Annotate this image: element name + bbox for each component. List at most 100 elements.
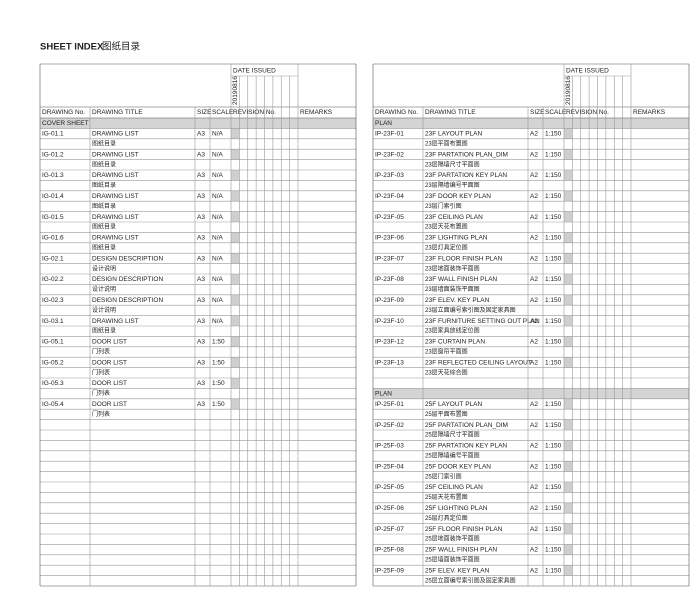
drawing-title: 23F FURNITURE SETTING OUT PLAN: [425, 318, 540, 325]
drawing-no: IP-25F-01: [375, 401, 404, 408]
drawing-title-cn: 设计说明: [92, 285, 116, 293]
drawing-title-cn: 23层天花布置图: [425, 223, 468, 231]
drawing-scale: N/A: [212, 172, 224, 179]
drawing-title-cn: 图纸目录: [92, 243, 116, 251]
revision-cell: [564, 170, 573, 181]
drawing-no: IG-02.2: [42, 276, 64, 283]
drawing-scale: N/A: [212, 235, 224, 242]
drawing-no: IP-25F-08: [375, 547, 404, 554]
drawing-no: IP-23F-09: [375, 297, 404, 304]
drawing-no: IG-01.2: [42, 151, 64, 158]
date-issued-label: DATE ISSUED: [233, 68, 276, 75]
revision-cell: [564, 565, 573, 576]
drawing-scale: 1:150: [545, 359, 562, 366]
drawing-title: 23F PARTATION PLAN_DIM: [425, 151, 508, 158]
drawing-title-cn: 25层立面编号索引图及固定家具图: [425, 576, 516, 584]
drawing-scale: 1:150: [545, 255, 562, 262]
revision-cell: [564, 294, 573, 306]
drawing-no: IP-23F-10: [375, 318, 404, 325]
drawing-no: IP-23F-07: [375, 255, 404, 262]
drawing-no: IG-01.1: [42, 131, 64, 138]
drawing-title-cn: 23层立面编号索引图及固定家具图: [425, 306, 516, 314]
drawing-title-cn: 设计说明: [92, 264, 116, 272]
drawing-no: IP-25F-02: [375, 422, 404, 429]
column-header: SCALE: [212, 109, 234, 116]
drawing-no: IG-05.4: [42, 401, 64, 408]
revision-cell: [564, 190, 573, 202]
drawing-scale: 1:150: [545, 484, 562, 491]
drawing-title: 23F DOOR KEY PLAN: [425, 193, 491, 200]
drawing-size: A2: [530, 359, 538, 366]
drawing-title: 23F CURTAIN PLAN: [425, 339, 485, 346]
section-label: PLAN: [375, 390, 392, 397]
drawing-title-cn: 25层墙面装饰平面图: [425, 555, 480, 563]
drawing-title: 25F PARTATION KEY PLAN: [425, 443, 507, 450]
drawing-scale: 1:150: [545, 443, 562, 450]
drawing-title: DRAWING LIST: [92, 318, 139, 325]
drawing-scale: N/A: [212, 276, 224, 283]
drawing-title-cn: 23层隔墙尺寸平面图: [425, 160, 480, 168]
drawing-size: A3: [197, 172, 205, 179]
drawing-scale: N/A: [212, 131, 224, 138]
revision-cell: [564, 419, 573, 430]
drawing-title: 25F LAYOUT PLAN: [425, 401, 483, 408]
drawing-size: A3: [197, 235, 205, 242]
column-header: DRAWING TITLE: [425, 109, 476, 116]
drawing-title-cn: 25层天花布置图: [425, 493, 468, 501]
drawing-no: IG-03.1: [42, 318, 64, 325]
drawing-no: IG-01.4: [42, 193, 64, 200]
drawing-scale: N/A: [212, 318, 224, 325]
page-title-cn: 图纸目录: [102, 41, 141, 53]
drawing-scale: 1:150: [545, 214, 562, 221]
drawing-no: IG-02.1: [42, 255, 64, 262]
drawing-title-cn: 25层隔墙编号平面图: [425, 451, 480, 459]
revision-cell: [231, 253, 240, 264]
revision-cell: [564, 482, 573, 493]
revision-cell: [231, 398, 240, 410]
revision-cell: [231, 170, 240, 181]
drawing-scale: 1:150: [545, 463, 562, 470]
revision-cell: [231, 190, 240, 202]
drawing-size: A2: [530, 276, 538, 283]
drawing-size: A3: [197, 151, 205, 158]
drawing-title-cn: 门列表: [92, 410, 110, 418]
drawing-scale: N/A: [212, 255, 224, 262]
section-label: COVER SHEET: [42, 120, 89, 127]
drawing-title: DESIGN DESCRIPTION: [92, 255, 163, 262]
column-header: REMARKS: [300, 109, 333, 116]
drawing-title: 23F PARTATION KEY PLAN: [425, 172, 507, 179]
drawing-no: IP-25F-06: [375, 505, 404, 512]
section-label: PLAN: [375, 120, 392, 127]
drawing-title-cn: 门列表: [92, 368, 110, 376]
drawing-no: IG-05.3: [42, 380, 64, 387]
revision-cell: [231, 128, 240, 139]
revision-cell: [564, 398, 573, 410]
revision-cell: [564, 232, 573, 243]
drawing-title-cn: 图纸目录: [92, 223, 116, 231]
drawing-size: A3: [197, 339, 205, 346]
drawing-no: IP-25F-04: [375, 463, 404, 470]
revision-cell: [231, 336, 240, 347]
revision-cell: [231, 232, 240, 243]
drawing-title-cn: 门列表: [92, 389, 110, 397]
drawing-scale: 1:150: [545, 339, 562, 346]
drawing-no: IP-23F-13: [375, 359, 404, 366]
drawing-scale: 1:50: [212, 401, 225, 408]
drawing-scale: 1:150: [545, 297, 562, 304]
drawing-scale: 1:150: [545, 567, 562, 574]
drawing-size: A3: [197, 401, 205, 408]
revision-cell: [231, 315, 240, 326]
drawing-title: 25F PARTATION PLAN_DIM: [425, 422, 508, 429]
column-header: REVISION No.: [233, 109, 276, 116]
drawing-title-cn: 设计说明: [92, 306, 116, 314]
drawing-size: A3: [197, 276, 205, 283]
drawing-title: 23F REFLECTED CEILING LAYOUT: [425, 359, 532, 366]
drawing-title-cn: 23层门索引图: [425, 202, 462, 210]
drawing-scale: N/A: [212, 151, 224, 158]
revision-cell: [231, 274, 240, 285]
drawing-title: DOOR LIST: [92, 339, 127, 346]
drawing-size: A2: [530, 297, 538, 304]
drawing-no: IP-25F-07: [375, 526, 404, 533]
drawing-no: IP-23F-01: [375, 131, 404, 138]
drawing-scale: 1:150: [545, 193, 562, 200]
